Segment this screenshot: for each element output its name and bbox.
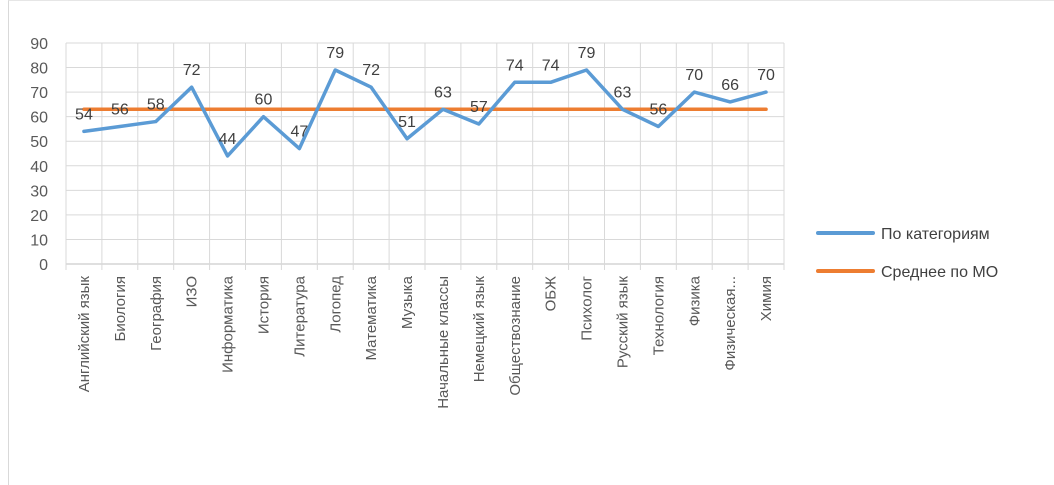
- data-point: [514, 81, 516, 83]
- data-point: [83, 130, 85, 132]
- data-point: [586, 69, 588, 71]
- data-label: 74: [542, 57, 560, 74]
- data-label: 54: [75, 106, 93, 123]
- x-tick-label: Русский язык: [614, 276, 631, 369]
- x-tick-label: Химия: [758, 276, 775, 321]
- x-tick-label: Немецкий язык: [471, 276, 488, 383]
- data-label: 47: [290, 124, 308, 141]
- y-tick-label: 80: [30, 61, 48, 78]
- data-point: [729, 101, 731, 103]
- x-tick-label: История: [255, 276, 272, 334]
- x-tick-label: Биология: [112, 276, 129, 341]
- x-tick-label: Психолог: [579, 275, 596, 340]
- data-point: [155, 121, 157, 123]
- y-tick-label: 40: [30, 159, 48, 176]
- x-tick-label: Физическая...: [722, 276, 739, 371]
- data-point: [334, 69, 336, 71]
- data-point: [370, 86, 372, 88]
- data-point: [550, 81, 552, 83]
- data-labels: 54 56 58 72 44 60 47 79 72 51 63 57 74 74 79 63 56 70 66 70: [75, 45, 775, 148]
- data-label: 58: [147, 97, 165, 114]
- series-lines: [82, 68, 768, 158]
- y-axis-ticks: 0 10 20 30 40 50 60 70 80 90: [30, 36, 48, 274]
- x-tick-label: Музыка: [399, 275, 416, 329]
- y-tick-label: 20: [30, 208, 48, 225]
- x-tick-label: Обществознание: [507, 276, 524, 396]
- y-tick-label: 60: [30, 110, 48, 127]
- data-label: 63: [614, 84, 632, 101]
- data-label: 70: [685, 67, 703, 84]
- legend-label-average: Среднее по МО: [881, 264, 998, 281]
- y-tick-label: 90: [30, 36, 48, 53]
- x-tick-label: Технология: [650, 276, 667, 355]
- data-label: 56: [649, 101, 667, 118]
- data-label: 63: [434, 84, 452, 101]
- data-label: 51: [398, 114, 416, 131]
- y-tick-label: 50: [30, 134, 48, 151]
- data-label: 79: [326, 45, 344, 62]
- data-label: 72: [362, 62, 380, 79]
- data-point: [765, 91, 767, 93]
- data-label: 56: [111, 101, 129, 118]
- data-label: 72: [183, 62, 201, 79]
- data-point: [298, 148, 300, 150]
- x-tick-label: Литература: [291, 275, 308, 356]
- x-tick-label: Английский язык: [76, 276, 93, 393]
- data-point: [406, 138, 408, 140]
- data-point: [657, 125, 659, 127]
- data-point: [442, 108, 444, 110]
- x-tick-label: Математика: [363, 275, 380, 360]
- x-tick-label: ОБЖ: [543, 276, 560, 312]
- data-point: [191, 86, 193, 88]
- data-point: [693, 91, 695, 93]
- data-point: [262, 116, 264, 118]
- gridlines: [65, 42, 785, 270]
- series-line-categories: [82, 68, 768, 158]
- data-label: 79: [578, 45, 596, 62]
- data-point: [227, 155, 229, 157]
- y-tick-label: 0: [39, 257, 48, 274]
- data-label: 60: [255, 92, 273, 109]
- data-point: [478, 123, 480, 125]
- legend: По категориям Среднее по МО: [816, 226, 998, 281]
- legend-label-categories: По категориям: [881, 226, 990, 243]
- x-axis-ticks: Английский язык Биология География ИЗО Инфор…: [76, 275, 775, 408]
- y-tick-label: 70: [30, 85, 48, 102]
- chart-frame: [8, 0, 1054, 485]
- data-label: 57: [470, 99, 488, 116]
- x-tick-label: Информатика: [220, 275, 237, 373]
- data-label: 74: [506, 57, 524, 74]
- data-point: [119, 125, 121, 127]
- data-point: [621, 108, 623, 110]
- data-label: 44: [219, 131, 237, 148]
- x-tick-label: Физика: [686, 275, 703, 326]
- x-tick-label: География: [148, 276, 165, 351]
- y-tick-label: 30: [30, 183, 48, 200]
- y-tick-label: 10: [30, 232, 48, 249]
- data-label: 66: [721, 77, 739, 94]
- x-tick-label: ИЗО: [184, 276, 201, 307]
- x-tick-label: Логопед: [327, 276, 344, 333]
- x-tick-label: Начальные классы: [435, 276, 452, 409]
- data-label: 70: [757, 67, 775, 84]
